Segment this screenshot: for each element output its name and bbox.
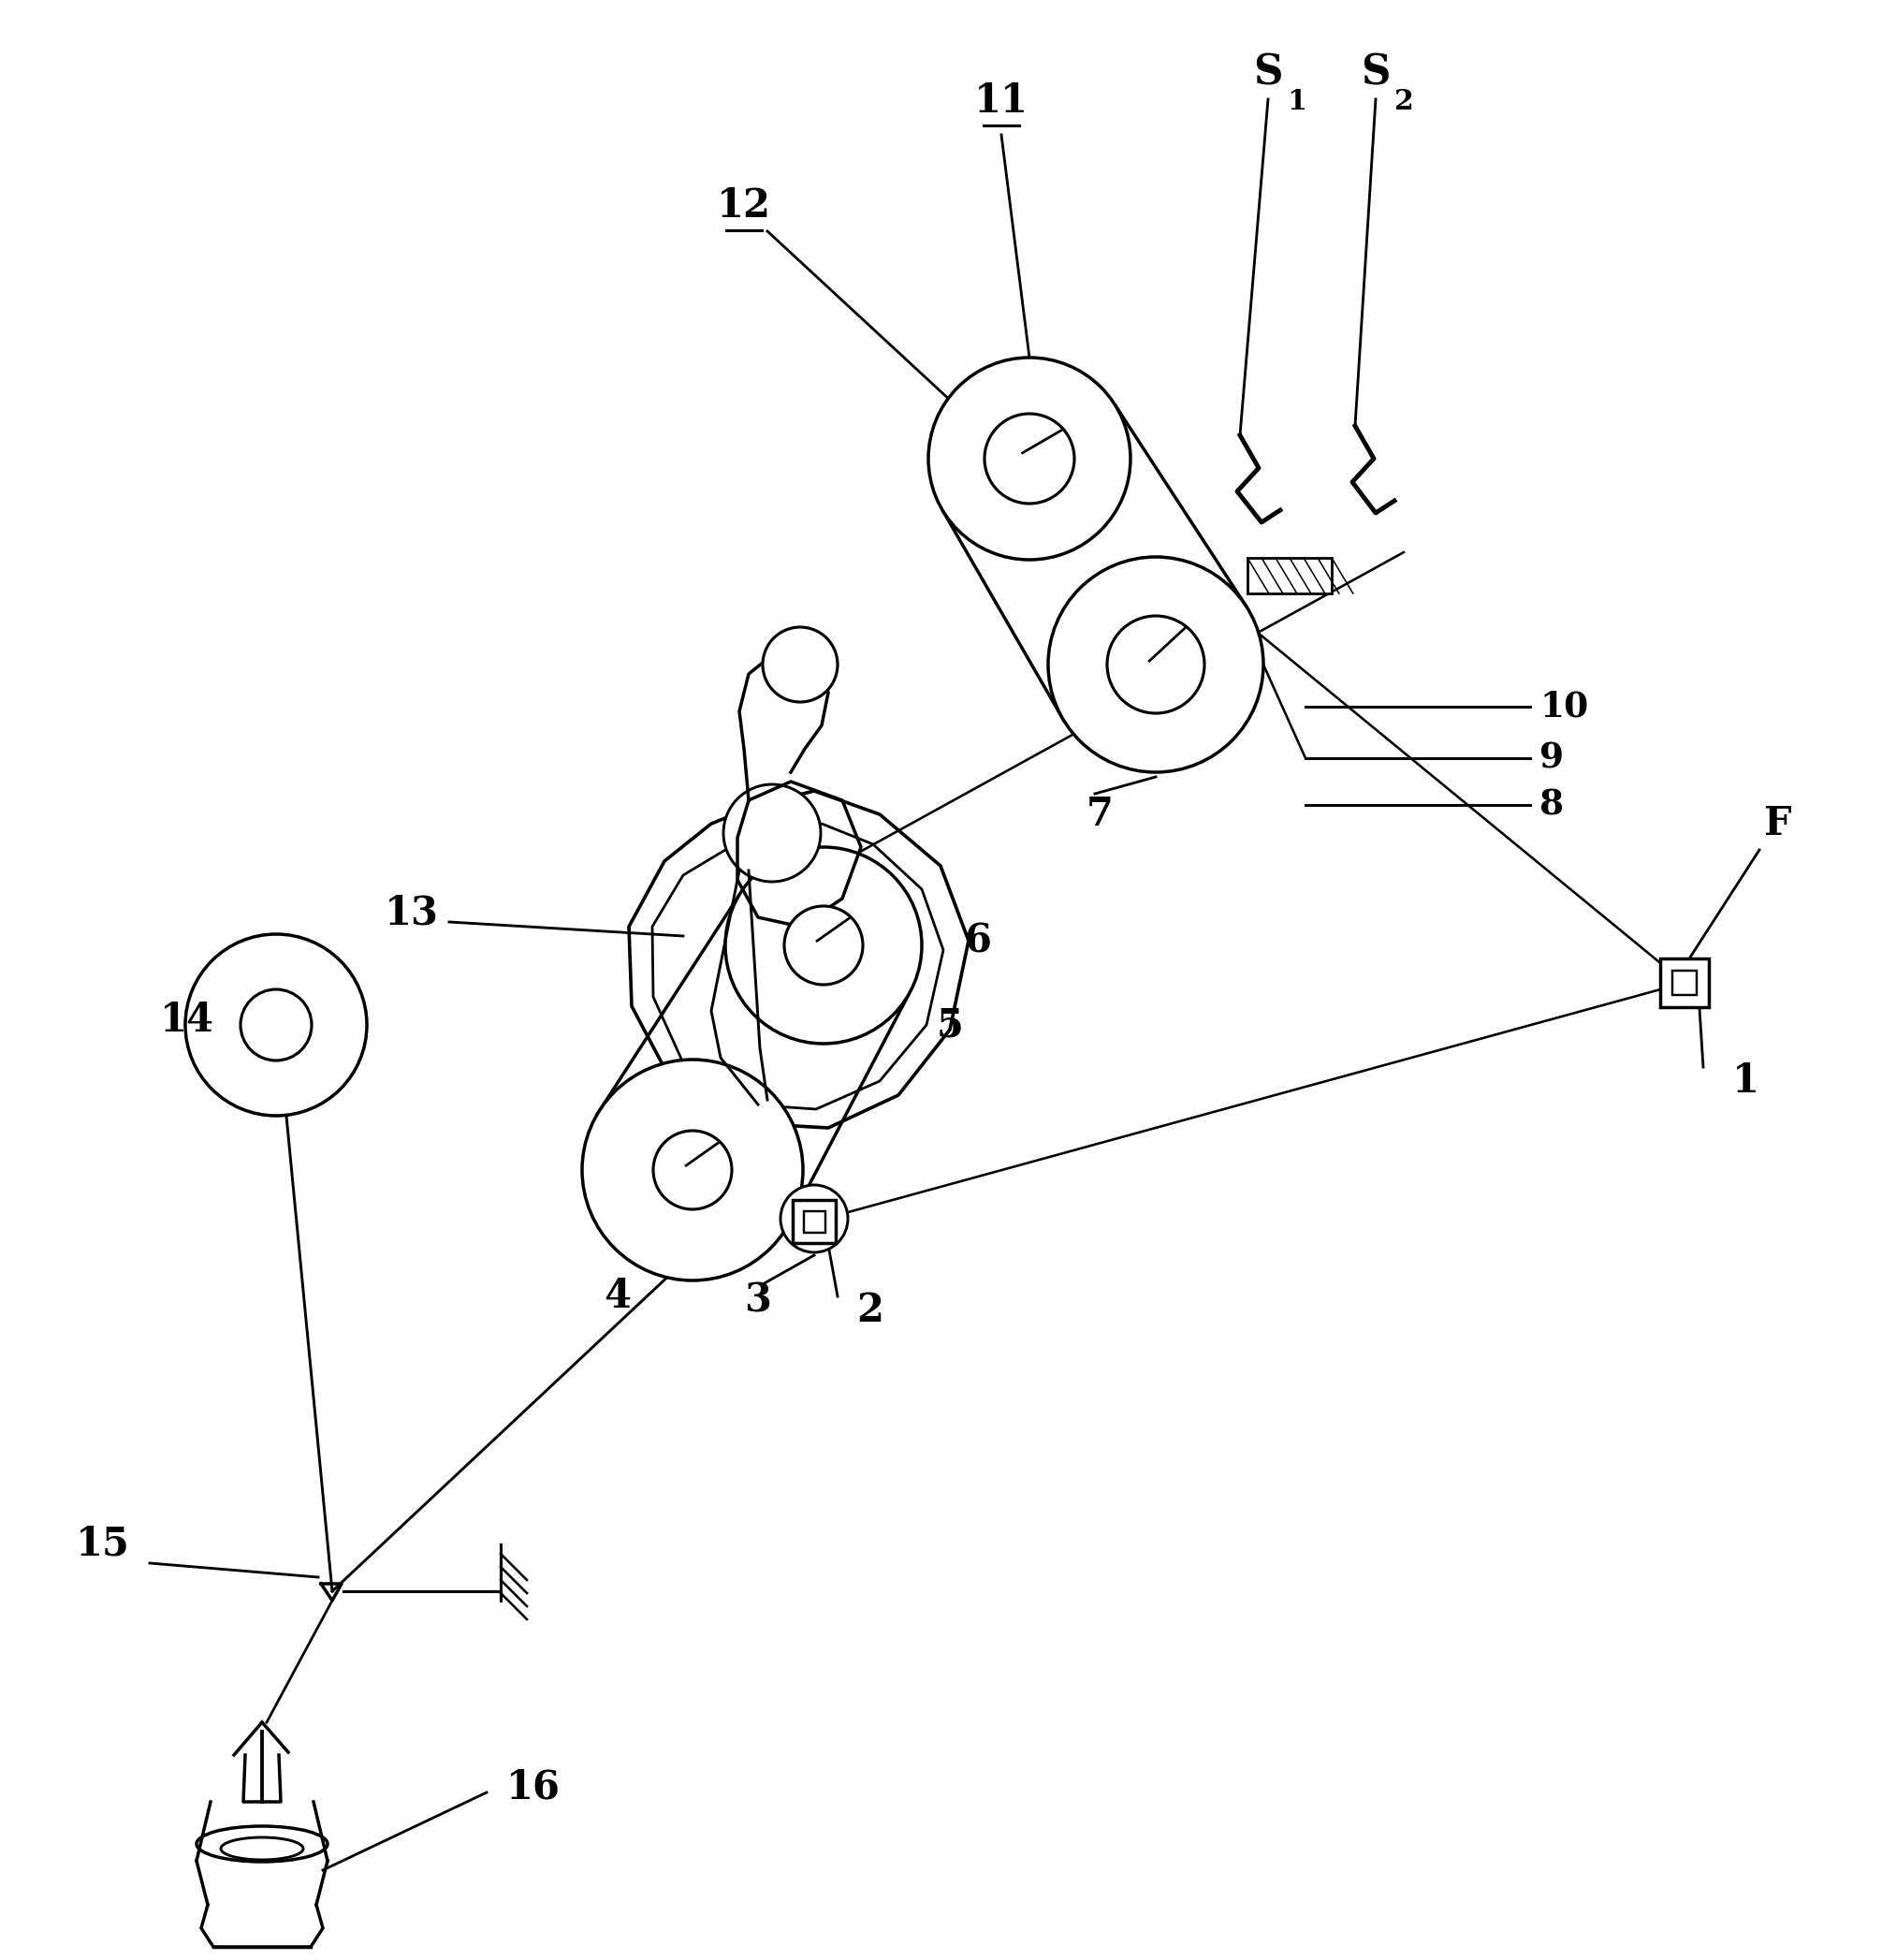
Circle shape <box>762 627 838 702</box>
Text: 3: 3 <box>745 1282 772 1321</box>
Text: 5: 5 <box>937 1005 963 1045</box>
Text: 7: 7 <box>1086 794 1113 835</box>
Text: 2: 2 <box>1394 88 1414 116</box>
Bar <box>1661 958 1708 1007</box>
Circle shape <box>1048 557 1263 772</box>
Circle shape <box>1107 615 1204 713</box>
Circle shape <box>241 990 311 1060</box>
Ellipse shape <box>197 1827 328 1862</box>
Circle shape <box>724 784 821 882</box>
Text: S: S <box>1253 53 1284 94</box>
Circle shape <box>582 1060 802 1280</box>
Text: 6: 6 <box>965 921 992 960</box>
Text: S: S <box>1361 53 1390 94</box>
Text: 9: 9 <box>1540 741 1564 776</box>
Circle shape <box>654 1131 732 1209</box>
Text: 1: 1 <box>1731 1062 1759 1102</box>
Bar <box>1248 559 1331 594</box>
Text: 13: 13 <box>385 894 438 933</box>
Circle shape <box>984 414 1075 504</box>
Text: 2: 2 <box>857 1292 884 1331</box>
Bar <box>1672 970 1697 996</box>
Text: 14: 14 <box>159 1002 214 1041</box>
Text: 15: 15 <box>76 1525 131 1564</box>
Circle shape <box>186 935 366 1115</box>
Text: 4: 4 <box>605 1276 631 1315</box>
Text: 8: 8 <box>1540 788 1564 823</box>
Circle shape <box>785 906 863 984</box>
Text: 11: 11 <box>975 82 1028 122</box>
Circle shape <box>929 357 1130 561</box>
Text: F: F <box>1765 804 1792 843</box>
Ellipse shape <box>220 1837 303 1860</box>
Text: 10: 10 <box>1540 690 1589 723</box>
Bar <box>793 1200 836 1243</box>
Text: 16: 16 <box>506 1768 561 1807</box>
Text: 1: 1 <box>1287 88 1306 116</box>
Text: 12: 12 <box>717 186 772 225</box>
Circle shape <box>726 847 921 1043</box>
Circle shape <box>781 1186 848 1252</box>
Bar <box>804 1211 825 1233</box>
